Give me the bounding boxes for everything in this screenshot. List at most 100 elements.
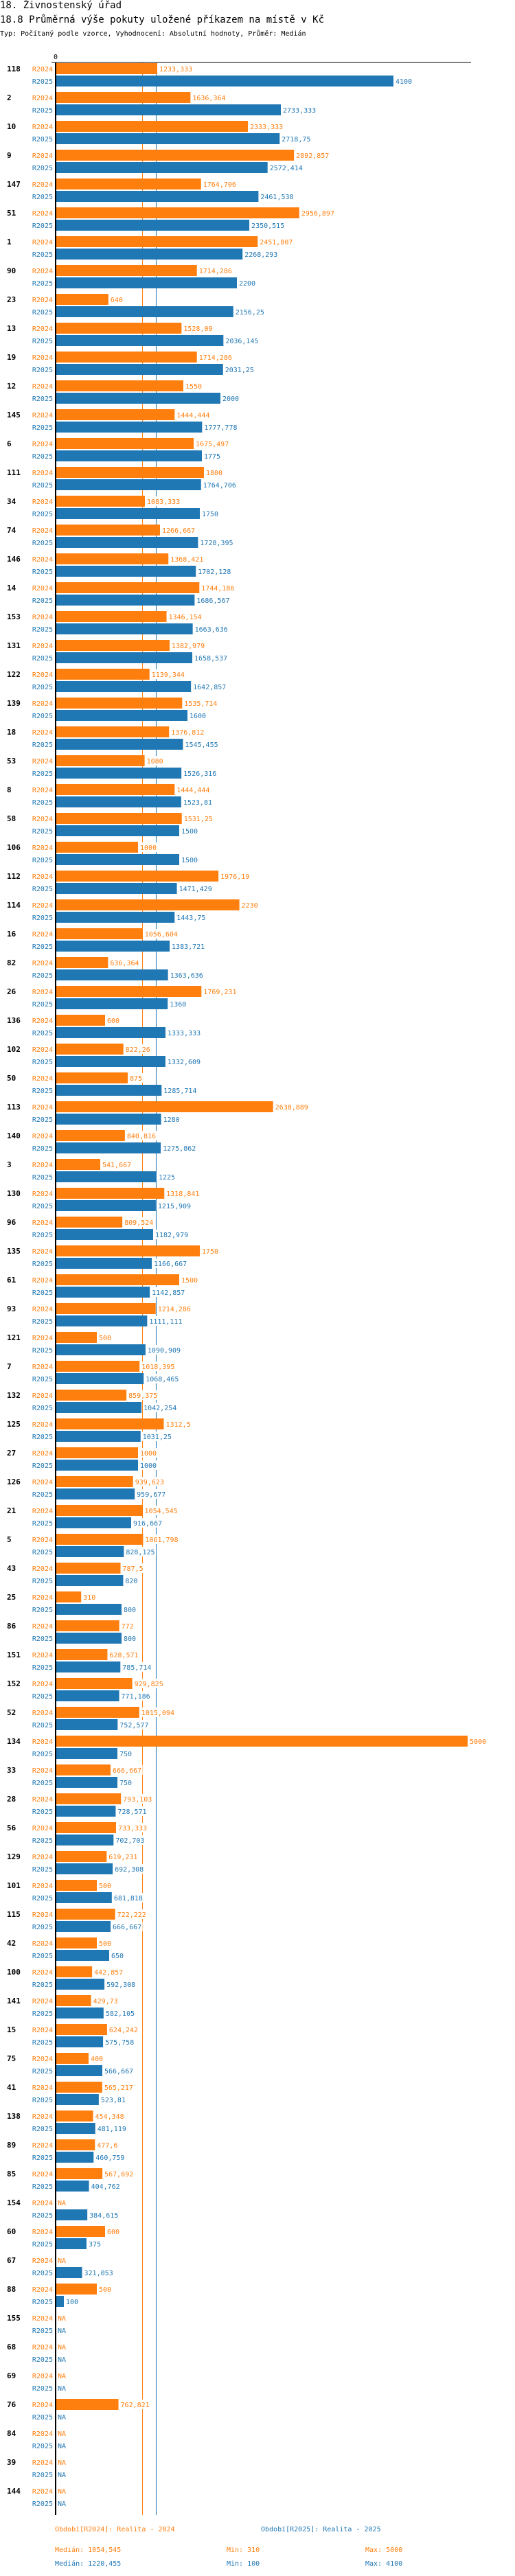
data-label-background	[240, 900, 259, 910]
data-label: 619,231	[108, 1854, 137, 1861]
data-label-background	[108, 2025, 139, 2034]
bar-r2025	[56, 595, 195, 606]
data-label-background	[119, 2400, 151, 2409]
category-label: 96	[7, 1218, 16, 1227]
series-label: R2025	[32, 1001, 53, 1009]
series-label: R2025	[32, 1059, 53, 1066]
bar-r2025	[56, 2181, 89, 2192]
data-label: 4100	[396, 78, 412, 86]
min-r2025: Min: 100	[227, 2560, 260, 2568]
bar-r2024	[56, 1447, 138, 1458]
data-label: 1775	[204, 453, 220, 461]
data-label: 1214,286	[158, 1306, 191, 1313]
data-label: 1443,75	[176, 915, 205, 922]
bar-r2024	[56, 1418, 164, 1429]
category-label: 114	[7, 901, 21, 910]
data-label: NA	[58, 2385, 66, 2393]
data-label-background	[119, 1778, 133, 1787]
data-label-background	[141, 1431, 173, 1441]
data-label-background	[181, 1275, 199, 1285]
bar-r2024	[56, 1937, 97, 1948]
series-label: R2024	[32, 1796, 53, 1804]
series-label: R2025	[32, 2270, 53, 2277]
bar-r2024	[56, 986, 202, 997]
bar-r2024	[56, 582, 200, 593]
category-label: 19	[7, 353, 16, 362]
bar-r2025	[56, 2123, 95, 2134]
data-label-background	[111, 1951, 125, 1960]
data-label: 310	[83, 1594, 95, 1602]
data-label-background	[183, 768, 218, 778]
data-label: 1600	[190, 713, 206, 720]
data-label-background	[117, 1823, 148, 1832]
category-label: 106	[7, 843, 21, 852]
data-label-background	[222, 393, 240, 403]
bar-r2025	[56, 2152, 94, 2163]
series-label: R2024	[32, 1306, 53, 1313]
data-label-background	[116, 1909, 148, 1919]
bar-r2024	[56, 2226, 105, 2237]
data-label-background	[115, 1835, 146, 1845]
bar-r2025	[56, 854, 179, 865]
category-label: 14	[7, 584, 16, 593]
bar-r2024	[56, 1245, 200, 1256]
bar-r2025	[56, 479, 201, 490]
data-label: 1550	[185, 383, 202, 391]
category-label: 53	[7, 757, 16, 766]
data-label-background	[165, 1188, 201, 1198]
series-label: R2024	[32, 1508, 53, 1515]
data-label-background	[203, 451, 222, 461]
data-label-background	[112, 1765, 143, 1775]
data-label: 1275,862	[163, 1145, 196, 1153]
data-label-background	[150, 669, 186, 679]
bar-r2025	[56, 1575, 124, 1586]
series-label: R2025	[32, 857, 53, 864]
series-label: R2024	[32, 1046, 53, 1054]
series-label: R2025	[32, 1405, 53, 1412]
series-label: R2024	[32, 1565, 53, 1573]
bar-r2025	[56, 1460, 138, 1471]
bar-r2025	[56, 941, 170, 952]
bar-r2024	[56, 1390, 127, 1401]
category-label: 146	[7, 555, 21, 564]
category-label: 27	[7, 1449, 16, 1458]
bar-r2025	[56, 2094, 99, 2105]
category-label: 61	[7, 1276, 16, 1285]
category-label: 138	[7, 2112, 21, 2121]
bar-r2025	[56, 623, 193, 634]
category-label: 135	[7, 1247, 21, 1256]
bar-r2025	[56, 1892, 112, 1903]
bar-r2025	[56, 306, 233, 317]
data-label: 1764,706	[203, 181, 236, 189]
data-label-background	[57, 2441, 67, 2450]
data-label-background	[203, 422, 239, 432]
series-label: R2025	[32, 655, 53, 663]
category-label: 139	[7, 699, 21, 708]
series-label: R2024	[32, 1537, 53, 1544]
bar-r2025	[56, 1633, 122, 1644]
median-r2025: Medián: 1220,455	[55, 2560, 122, 2568]
data-label: 1368,421	[170, 556, 203, 564]
data-label-background	[129, 1073, 144, 1083]
series-label: R2024	[32, 1162, 53, 1169]
series-label: R2025	[32, 741, 53, 749]
data-label-background	[82, 1592, 97, 1602]
category-label: 74	[7, 526, 16, 535]
bar-r2025	[56, 1142, 161, 1153]
category-label: 15	[7, 2025, 16, 2034]
legend-r2024: Období[R2024]: Realita - 2024	[55, 2526, 175, 2533]
data-label: 640	[111, 297, 123, 304]
data-label-background	[123, 1633, 137, 1643]
data-label-background	[90, 2054, 104, 2063]
series-label: R2025	[32, 107, 53, 115]
series-label: R2024	[32, 1710, 53, 1717]
bar-r2024	[56, 1678, 133, 1689]
data-label: 1382,979	[172, 643, 205, 650]
category-label: 141	[7, 1997, 21, 2005]
data-label: 1083,333	[147, 498, 180, 506]
data-label-background	[94, 2111, 126, 2121]
series-label: R2024	[32, 1075, 53, 1083]
series-label: R2025	[32, 165, 53, 172]
series-label: R2025	[32, 2010, 53, 2018]
data-label: 1042,254	[144, 1405, 176, 1412]
